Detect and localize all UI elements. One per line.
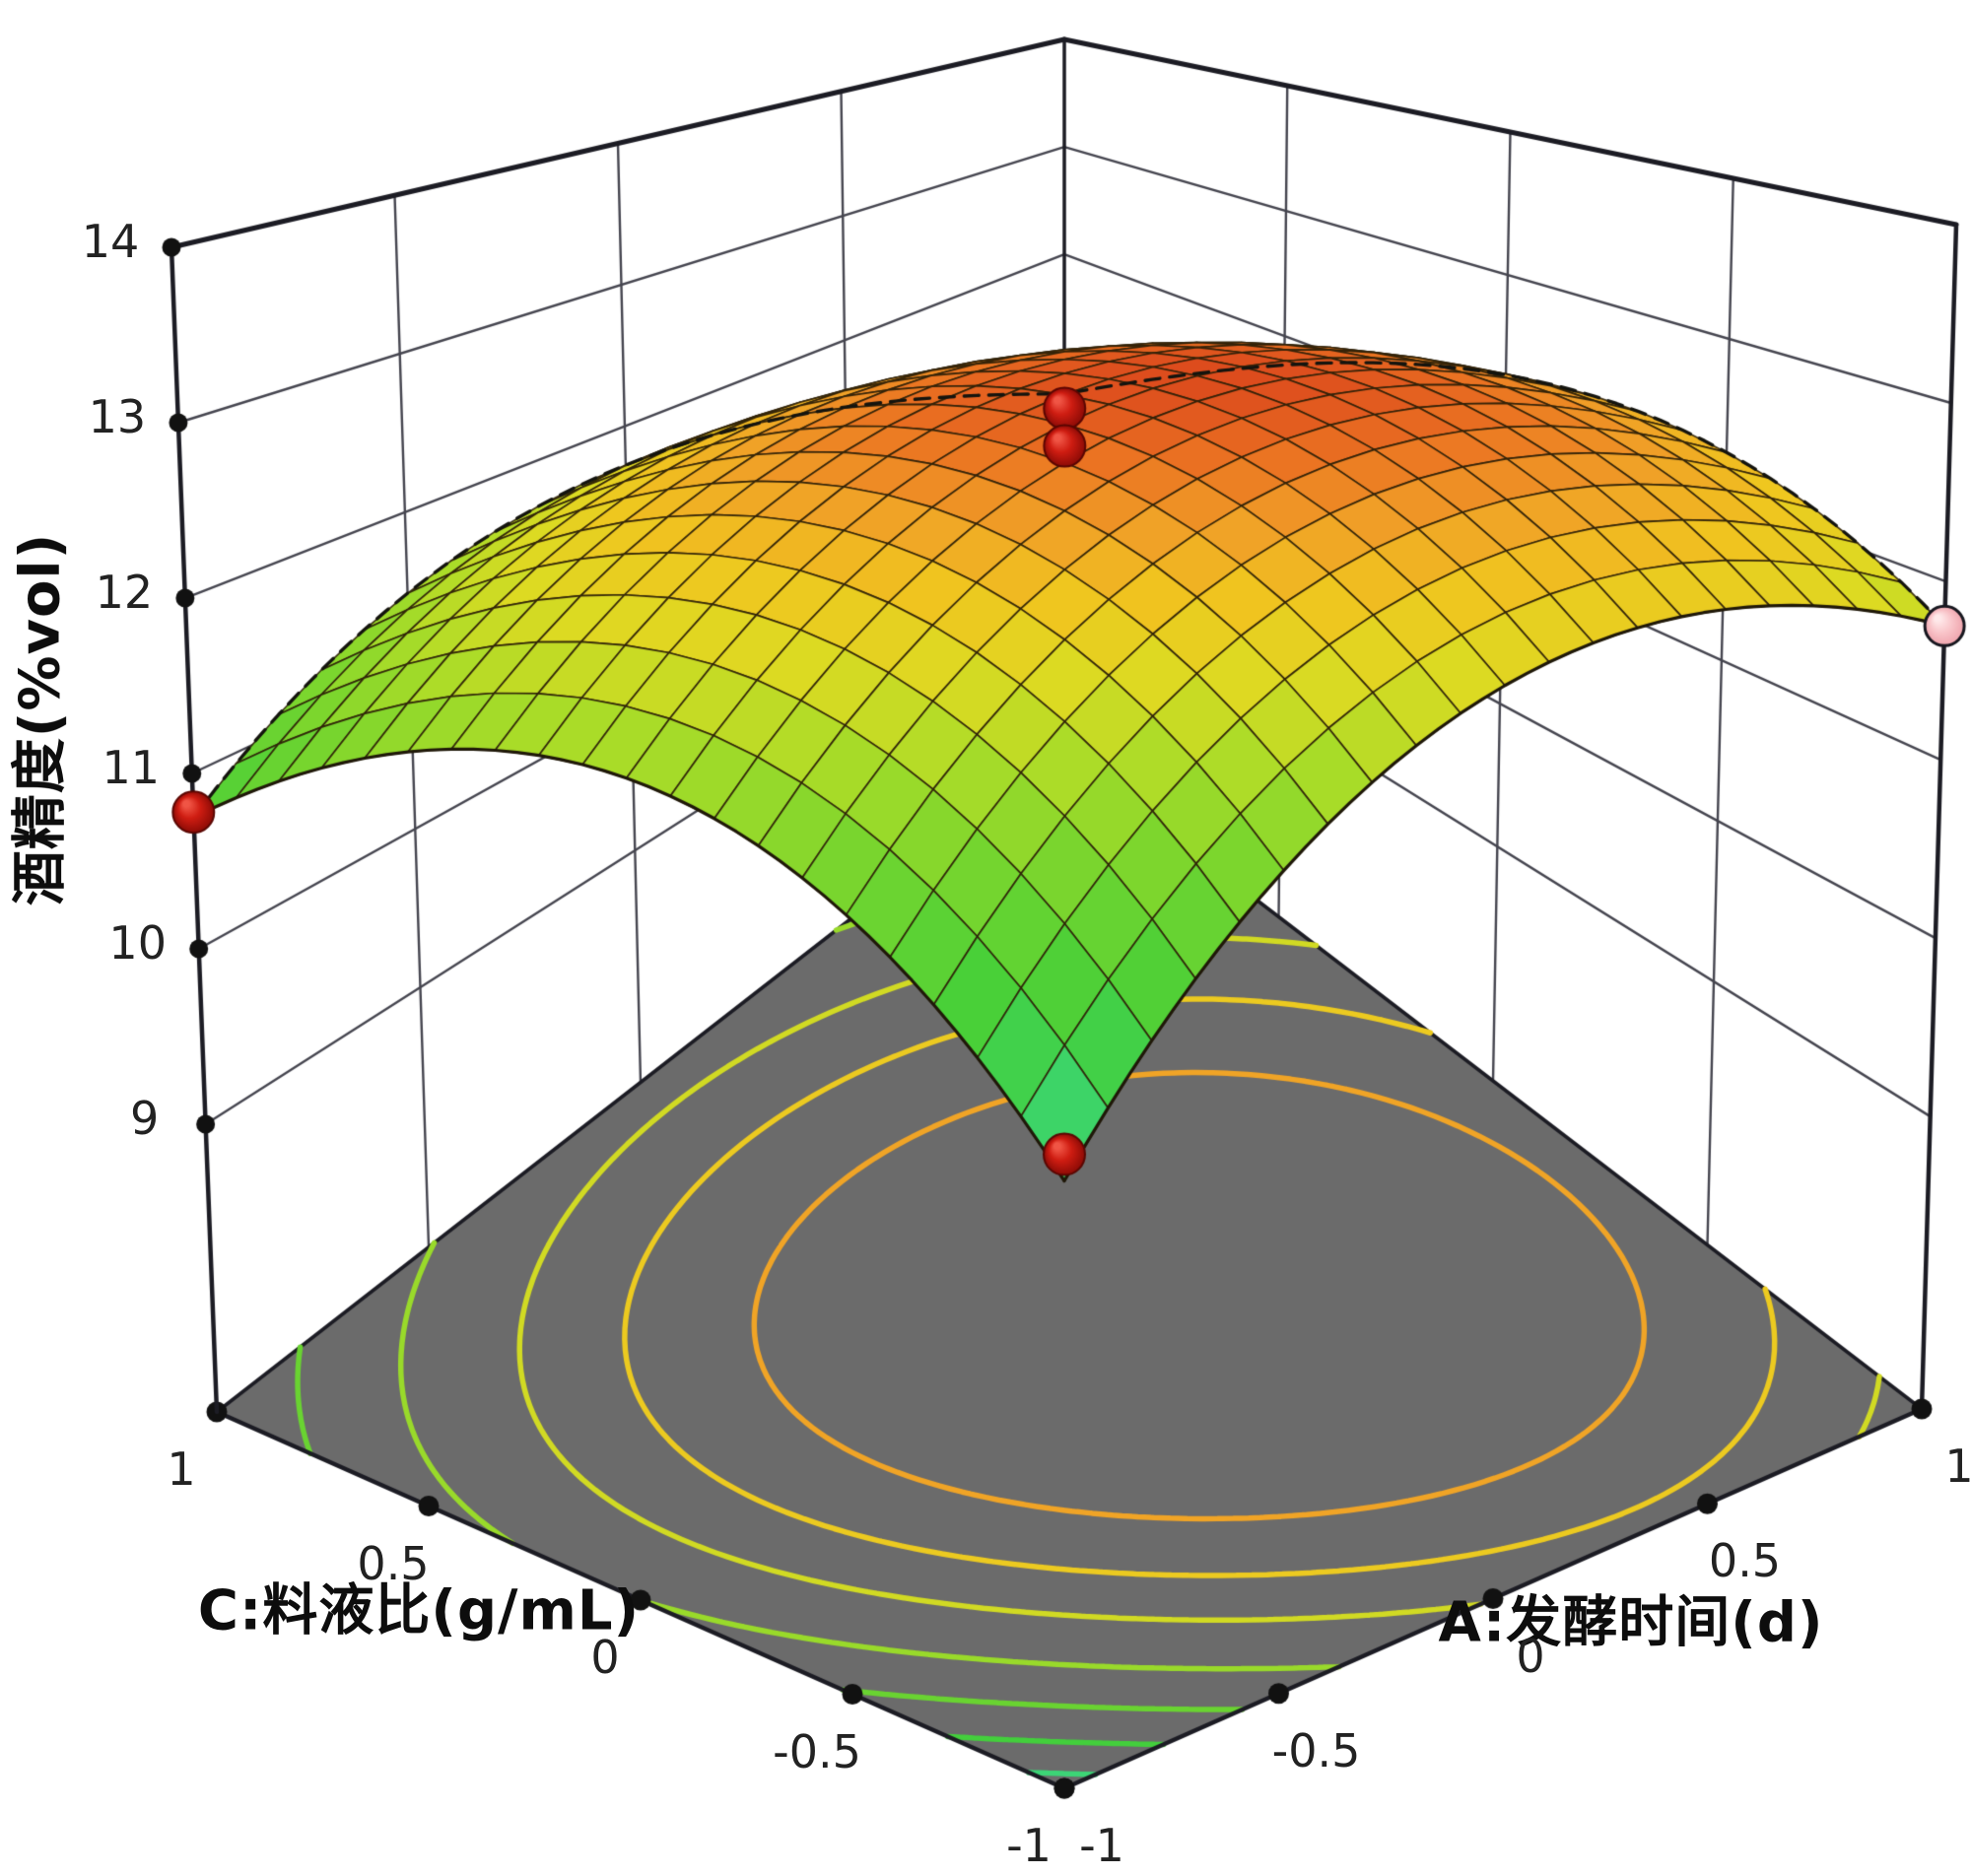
y-tick-label: 0 — [590, 1631, 620, 1684]
y-tick-label: 1 — [167, 1442, 196, 1496]
z-tick-label: 14 — [81, 215, 140, 268]
z-tick-label: 11 — [102, 741, 161, 795]
y-axis-title: C:料液比(g/mL) — [197, 1578, 641, 1643]
z-tick-label: 13 — [88, 390, 147, 443]
x-tick-label: -1 — [1079, 1819, 1124, 1872]
x-tick-label: 1 — [1944, 1440, 1971, 1493]
x-tick-label: 0.5 — [1708, 1534, 1782, 1588]
z-tick-label: 10 — [108, 916, 167, 971]
y-tick-label: -1 — [1006, 1819, 1052, 1872]
z-axis-title: 酒精度(%vol) — [8, 532, 73, 906]
z-tick-label: 12 — [95, 566, 154, 620]
y-tick-label: 0.5 — [357, 1536, 430, 1590]
x-tick-label: -0.5 — [1271, 1723, 1361, 1777]
x-tick-label: 0 — [1516, 1629, 1545, 1683]
x-axis-title: A:发酵时间(d) — [1438, 1590, 1824, 1655]
z-tick-label: 9 — [129, 1092, 160, 1146]
y-tick-label: -0.5 — [773, 1724, 861, 1778]
